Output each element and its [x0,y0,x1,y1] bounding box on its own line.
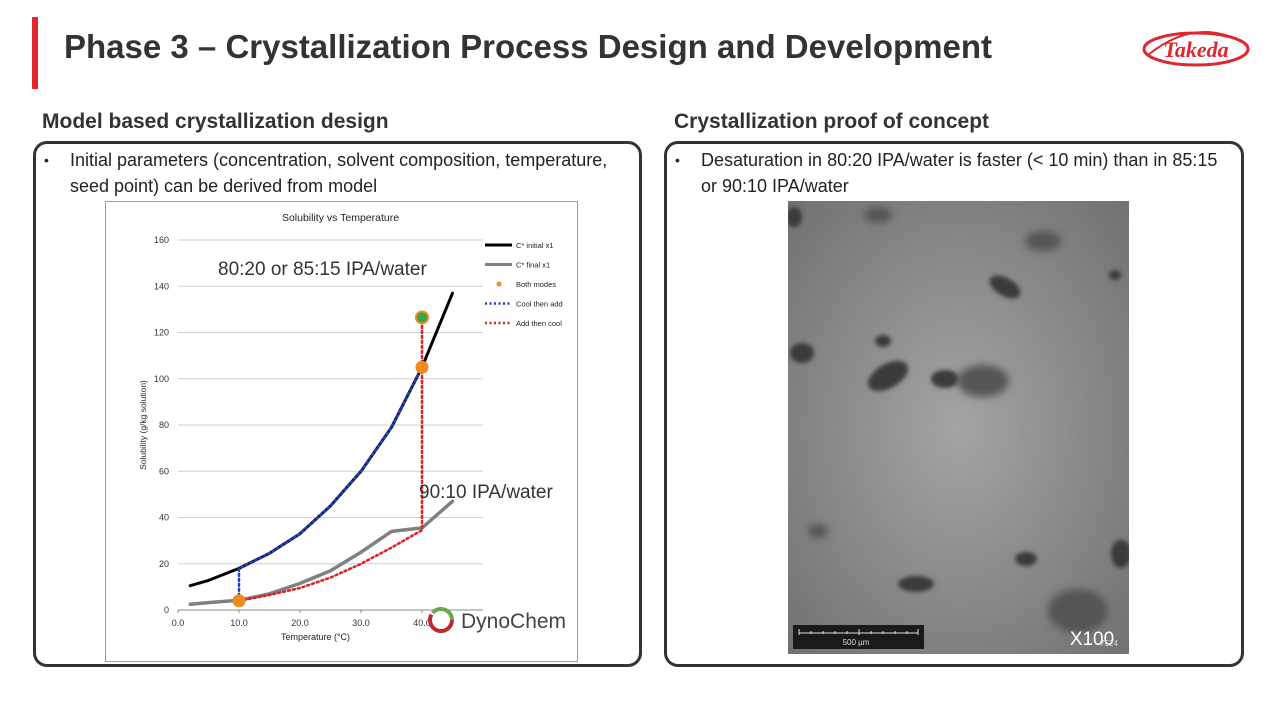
chart-title: Solubility vs Temperature [282,212,399,224]
x-tick-label: 30.0 [352,618,370,628]
y-tick-label: 120 [154,328,169,338]
highlight-point [415,310,429,325]
y-axis-label: Solubility (g/kg solution) [138,380,148,470]
y-tick-label: 100 [154,374,169,384]
right-section-heading: Crystallization proof of concept [674,110,990,133]
chart-svg: Solubility vs Temperature 0 20 40 60 80 100 120… [138,212,566,642]
left-bullet-text: Initial parameters (concentration, solve… [70,150,608,196]
bullet-dot-icon: • [44,152,49,168]
scale-bar-label: 500 µm [843,638,870,647]
chart-annotation: 80:20 or 85:15 IPA/water [218,259,427,280]
legend-swatch [496,281,502,287]
solubility-chart: Solubility vs Temperature 0 20 40 60 80 100 120… [105,201,578,662]
dynochem-brand: DynoChem [461,610,566,633]
title-accent-bar [32,17,38,89]
data-point [415,360,429,374]
magnification-label: X100 [1070,629,1114,650]
y-tick-label: 60 [159,466,169,476]
left-section-heading: Model based crystallization design [42,110,389,133]
data-point [232,594,246,608]
chart-annotation: 90:10 IPA/water [419,482,553,503]
dynochem-logo-arc [428,607,454,633]
page-title: Phase 3 – Crystallization Process Design… [64,28,992,65]
y-tick-label: 80 [159,420,169,430]
y-tick-label: 160 [154,235,169,245]
image-code-label: 7524 [1100,639,1118,648]
x-tick-label: 10.0 [230,618,248,628]
y-tick-label: 20 [159,559,169,569]
legend-label: Cool then add [516,300,563,309]
series-line [188,291,454,588]
y-tick-label: 0 [164,605,169,615]
logo-wordmark: Takeda [1163,37,1228,62]
bullet-dot-icon: • [675,152,680,168]
x-tick-label: 40.0 [413,618,431,628]
legend-label: Add then cool [516,319,562,328]
legend-label: C* final x1 [516,261,550,270]
y-tick-label: 40 [159,513,169,523]
dynochem-logo-icon [428,607,454,633]
right-bullet-text: Desaturation in 80:20 IPA/water is faste… [701,150,1218,196]
proof-of-concept-panel: • Desaturation in 80:20 IPA/water is fas… [664,141,1244,667]
x-tick-label: 20.0 [291,618,309,628]
legend-label: Both modes [516,280,556,289]
series-dotted-line [237,319,424,603]
x-axis-label: Temperature (°C) [281,632,350,642]
micrograph-image: 500 µm X100 7524 [788,201,1129,654]
y-tick-label: 140 [154,281,169,291]
series-line [188,499,455,606]
model-design-panel: • Initial parameters (concentration, sol… [33,141,642,667]
legend-label: C* initial x1 [516,241,554,250]
x-tick-label: 0.0 [172,618,185,628]
series-dotted-line [237,365,424,603]
takeda-logo: Takeda [1140,24,1252,79]
